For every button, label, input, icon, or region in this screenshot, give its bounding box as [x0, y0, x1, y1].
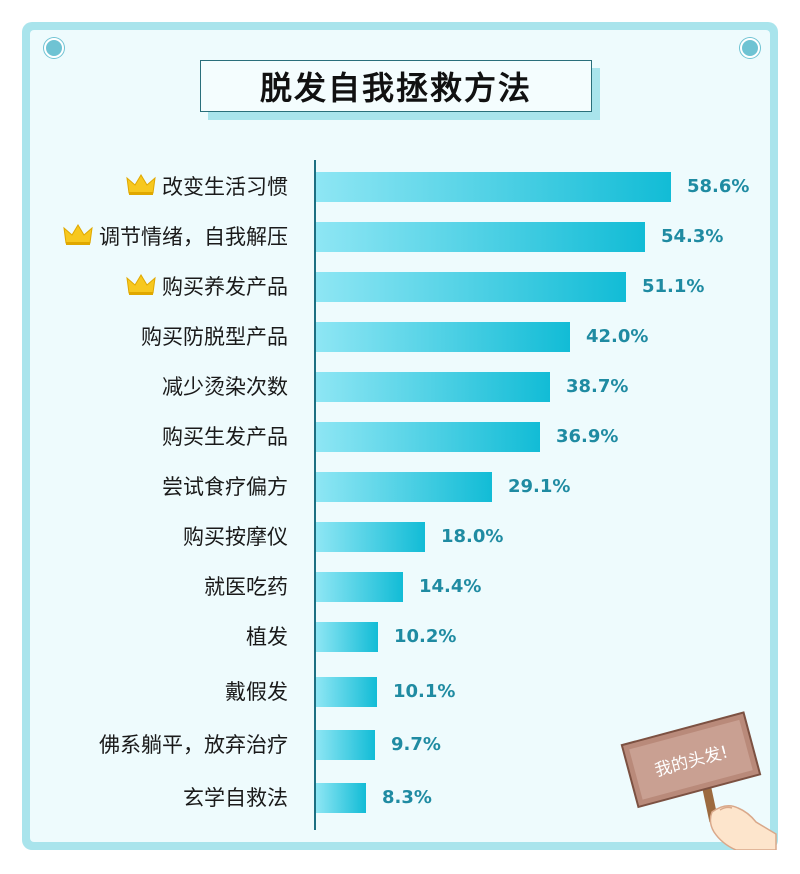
value-label: 38.7% — [566, 376, 629, 397]
crown-icon — [63, 223, 93, 247]
category-label: 购买按摩仪 — [183, 525, 288, 549]
value-label: 9.7% — [391, 734, 441, 755]
value-label: 14.4% — [419, 576, 482, 597]
category-label: 改变生活习惯 — [162, 175, 288, 199]
category-label: 调节情绪，自我解压 — [99, 225, 288, 249]
category-label: 玄学自救法 — [183, 786, 288, 810]
bar — [316, 272, 626, 302]
category-label: 购买防脱型产品 — [141, 325, 288, 349]
hand-icon — [709, 805, 777, 851]
value-label: 58.6% — [687, 176, 750, 197]
bar — [316, 783, 366, 813]
y-axis-line — [314, 160, 316, 830]
bar — [316, 322, 570, 352]
value-label: 8.3% — [382, 787, 432, 808]
pin-left-decoration — [44, 38, 64, 58]
bar — [316, 522, 425, 552]
category-label: 减少烫染次数 — [162, 375, 288, 399]
bar — [316, 172, 671, 202]
sign-icon: 我的头发! — [620, 711, 777, 851]
chart-title: 脱发自我拯救方法 — [200, 60, 592, 112]
bar — [316, 622, 378, 652]
bar — [316, 472, 492, 502]
value-label: 18.0% — [441, 526, 504, 547]
bar — [316, 422, 540, 452]
category-label: 就医吃药 — [204, 575, 288, 599]
crown-icon — [126, 173, 156, 197]
bar — [316, 677, 377, 707]
category-label: 购买养发产品 — [162, 275, 288, 299]
value-label: 10.1% — [393, 681, 456, 702]
value-label: 51.1% — [642, 276, 705, 297]
value-label: 42.0% — [586, 326, 649, 347]
bar — [316, 372, 550, 402]
value-label: 36.9% — [556, 426, 619, 447]
value-label: 29.1% — [508, 476, 571, 497]
value-label: 10.2% — [394, 626, 457, 647]
bar — [316, 572, 403, 602]
crown-icon — [126, 273, 156, 297]
category-label: 佛系躺平，放弃治疗 — [99, 733, 288, 757]
bar — [316, 730, 375, 760]
bar — [316, 222, 645, 252]
pin-right-decoration — [740, 38, 760, 58]
value-label: 54.3% — [661, 226, 724, 247]
category-label: 购买生发产品 — [162, 425, 288, 449]
protest-sign: 我的头发! — [620, 700, 780, 851]
category-label: 植发 — [246, 625, 288, 649]
category-label: 戴假发 — [225, 680, 288, 704]
category-label: 尝试食疗偏方 — [162, 475, 288, 499]
